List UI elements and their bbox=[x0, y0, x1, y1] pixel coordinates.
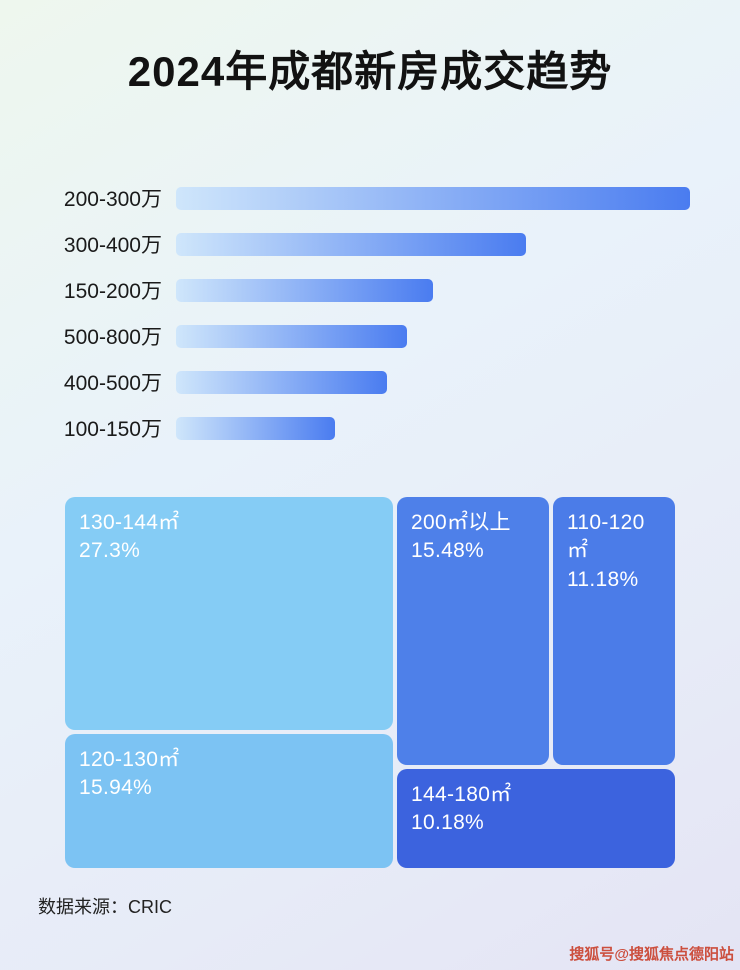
tile-value: 27.3% bbox=[79, 539, 141, 563]
tile-value: 10.18% bbox=[411, 811, 485, 835]
bar-track bbox=[176, 324, 690, 348]
treemap-tile-110-120: 110-120㎡ 11.18% bbox=[553, 497, 675, 765]
bar-row: 200-300万 bbox=[40, 175, 690, 221]
bar-track bbox=[176, 416, 690, 440]
tile-label: 200㎡以上 bbox=[411, 511, 511, 534]
bar bbox=[176, 278, 433, 302]
bar-category-label: 300-400万 bbox=[63, 234, 162, 257]
bar bbox=[176, 232, 526, 256]
bar bbox=[176, 370, 387, 394]
tile-label: 120-130㎡ bbox=[79, 748, 180, 771]
bar-track bbox=[176, 370, 690, 394]
treemap-tile-120-130: 120-130㎡ 15.94% bbox=[65, 734, 393, 868]
bar-row: 100-150万 bbox=[40, 405, 690, 451]
treemap-tile-144-180: 144-180㎡ 10.18% bbox=[397, 769, 675, 868]
bar-category-label: 200-300万 bbox=[63, 188, 162, 211]
floor-area-treemap: 130-144㎡ 27.3% 200㎡以上 15.48% 110-120㎡ 11… bbox=[65, 497, 675, 868]
tile-value: 11.18% bbox=[567, 567, 639, 591]
tile-value: 15.94% bbox=[79, 776, 153, 800]
data-source-note: 数据来源：CRIC bbox=[38, 897, 172, 917]
bar bbox=[176, 324, 408, 348]
bar-row: 500-800万 bbox=[40, 313, 690, 359]
bar bbox=[176, 186, 690, 210]
tile-label: 130-144㎡ bbox=[79, 511, 180, 534]
bar-row: 150-200万 bbox=[40, 267, 690, 313]
bar-category-label: 400-500万 bbox=[63, 372, 162, 395]
tile-label: 110-120㎡ bbox=[567, 511, 645, 563]
bar-track bbox=[176, 232, 690, 256]
bar-track bbox=[176, 186, 690, 210]
bar-track bbox=[176, 278, 690, 302]
bar-row: 400-500万 bbox=[40, 359, 690, 405]
bar-category-label: 150-200万 bbox=[63, 280, 162, 303]
page-title: 2024年成都新房成交趋势 bbox=[127, 48, 613, 95]
treemap-tile-200-plus: 200㎡以上 15.48% bbox=[397, 497, 549, 765]
treemap-tile-130-144: 130-144㎡ 27.3% bbox=[65, 497, 393, 730]
watermark-text: 搜狐号@搜狐焦点德阳站 bbox=[569, 946, 734, 963]
bar bbox=[176, 416, 336, 440]
tile-value: 15.48% bbox=[411, 539, 485, 563]
bar-category-label: 100-150万 bbox=[63, 418, 162, 441]
bar-category-label: 500-800万 bbox=[63, 326, 162, 349]
tile-label: 144-180㎡ bbox=[411, 783, 512, 806]
price-range-bar-chart: 200-300万 300-400万 150-200万 500-800万 400- bbox=[40, 175, 690, 451]
bar-row: 300-400万 bbox=[40, 221, 690, 267]
